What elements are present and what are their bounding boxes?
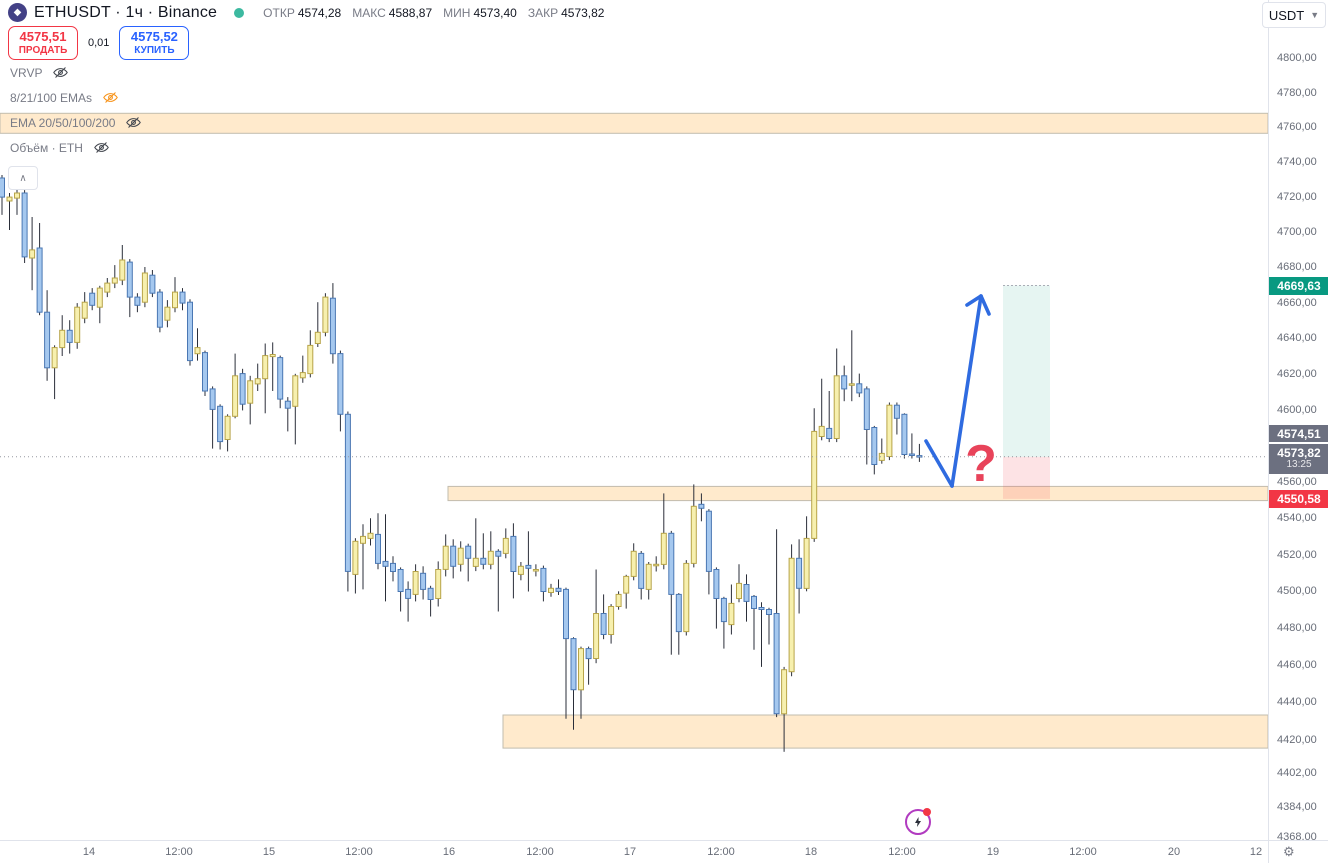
trade-buttons: 4575,51 ПРОДАТЬ 0,01 4575,52 КУПИТЬ (8, 26, 190, 60)
legend-label: EMA 20/50/100/200 (10, 115, 116, 130)
high-label: МАКС (352, 5, 386, 20)
chart-area[interactable]: ? ◆ ETHUSDT · 1ч · Binance ОТКР 4574,28 М… (0, 0, 1268, 840)
legend-row-4[interactable]: Объём · ETH (10, 135, 142, 160)
legend-row-2[interactable]: 8/21/100 EMAs (10, 85, 142, 110)
price-badge-stop: 4550,58 (1269, 490, 1328, 508)
long-position-tool[interactable] (1003, 285, 1050, 499)
open-value: 4574,28 (297, 5, 342, 20)
axis-settings-gear-icon[interactable]: ⚙ (1283, 844, 1295, 859)
time-tick: 12:00 (526, 846, 554, 858)
time-tick: 12 (1249, 846, 1263, 858)
legend-collapse-button[interactable]: ∧ (8, 166, 38, 190)
chevron-down-icon: ▼ (1310, 10, 1320, 20)
price-axis[interactable]: 4800,00 4780,00 4760,00 4740,00 4720,00 4700,… (1268, 0, 1328, 840)
demand-zone[interactable] (502, 714, 1268, 749)
buy-button[interactable]: 4575,52 КУПИТЬ (119, 26, 190, 60)
price-tick: 4480,00 (1277, 622, 1317, 634)
price-tick: 4440,00 (1277, 696, 1317, 708)
time-tick: 12:00 (1069, 846, 1097, 858)
legend-row-3[interactable]: EMA 20/50/100/200 (10, 110, 142, 135)
price-tick: 4420,00 (1277, 734, 1317, 746)
price-tick: 4760,00 (1277, 121, 1317, 133)
price-tick: 4520,00 (1277, 549, 1317, 561)
time-tick: 12:00 (345, 846, 373, 858)
currency-selector[interactable]: USDT ▼ (1262, 2, 1326, 28)
price-tick: 4384,00 (1277, 801, 1317, 813)
indicator-legend: VRVP 8/21/100 EMAs EMA 20/50/100/200 Объём … (10, 60, 142, 160)
sell-price: 4575,51 (19, 28, 67, 44)
price-tick: 4720,00 (1277, 191, 1317, 203)
eye-off-icon[interactable] (93, 139, 110, 156)
buy-price: 4575,52 (130, 28, 178, 44)
price-badge-bid: 4574,51 (1269, 425, 1328, 442)
candlestick-chart[interactable]: ? (0, 0, 1268, 840)
legend-label: VRVP (10, 65, 43, 80)
low-value: 4573,40 (473, 5, 517, 20)
price-tick: 4402,00 (1277, 767, 1317, 779)
flash-alert-button[interactable] (905, 808, 931, 835)
time-tick: 12:00 (707, 846, 735, 858)
price-badge-target: 4669,63 (1269, 277, 1328, 295)
sell-button[interactable]: 4575,51 ПРОДАТЬ (8, 26, 78, 60)
symbol-header: ◆ ETHUSDT · 1ч · Binance ОТКР 4574,28 МАК… (8, 3, 615, 22)
time-tick: 20 (1167, 846, 1181, 858)
buy-label: КУПИТЬ (134, 44, 175, 56)
lightning-icon (915, 817, 921, 827)
price-tick: 4700,00 (1277, 226, 1317, 238)
time-tick: 15 (262, 846, 276, 858)
price-tick: 4500,00 (1277, 585, 1317, 597)
market-open-dot-icon[interactable] (234, 7, 245, 18)
ohlc-row: ОТКР 4574,28 МАКС 4588,87 МИН 4573,40 ЗАКР 4… (263, 6, 615, 20)
price-tick: 4780,00 (1277, 87, 1317, 99)
low-label: МИН (443, 5, 471, 20)
time-tick: 14 (82, 846, 96, 858)
question-mark-annotation[interactable]: ? (965, 435, 997, 493)
legend-label: Объём · ETH (10, 140, 83, 155)
sell-label: ПРОДАТЬ (18, 44, 68, 56)
eye-off-icon[interactable] (102, 89, 119, 106)
price-tick: 4800,00 (1277, 52, 1317, 64)
supply-band-top[interactable] (0, 112, 1268, 134)
price-tick: 4620,00 (1277, 368, 1317, 380)
spread-value: 0,01 (88, 37, 110, 49)
time-tick: 12:00 (888, 846, 916, 858)
price-tick: 4368.00 (1277, 831, 1317, 840)
trend-arrow[interactable] (924, 294, 991, 488)
price-tick: 4740,00 (1277, 156, 1317, 168)
close-value: 4573,82 (561, 5, 605, 20)
price-tick: 4640,00 (1277, 332, 1317, 344)
price-tick: 4560,00 (1277, 476, 1317, 488)
axis-corner: ⚙ (1268, 840, 1328, 863)
legend-row-1[interactable]: VRVP (10, 60, 142, 85)
price-tick: 4660,00 (1277, 297, 1317, 309)
legend-label: 8/21/100 EMAs (10, 90, 93, 105)
price-tick: 4540,00 (1277, 512, 1317, 524)
price-tick: 4460,00 (1277, 659, 1317, 671)
currency-label: USDT (1268, 7, 1305, 23)
time-tick: 17 (623, 846, 637, 858)
eth-logo-icon: ◆ (8, 3, 27, 22)
notification-dot-icon (923, 808, 931, 816)
close-label: ЗАКР (527, 5, 559, 20)
candles (0, 175, 923, 752)
eye-off-icon[interactable] (125, 114, 142, 131)
time-tick: 12:00 (165, 846, 193, 858)
price-tick: 4680,00 (1277, 261, 1317, 273)
resistance-zone[interactable] (447, 485, 1268, 502)
price-badge-last: 4573,82 13:25 (1269, 444, 1328, 474)
high-value: 4588,87 (388, 5, 433, 20)
time-tick: 19 (986, 846, 1000, 858)
time-axis[interactable]: 14 12:00 15 12:00 16 12:00 17 12:00 18 12:00 19 12:… (0, 840, 1268, 863)
eye-off-icon[interactable] (52, 64, 69, 81)
time-tick: 16 (442, 846, 456, 858)
time-tick: 18 (804, 846, 818, 858)
symbol-title[interactable]: ETHUSDT · 1ч · Binance (34, 3, 218, 21)
open-label: ОТКР (263, 5, 295, 20)
price-tick: 4600,00 (1277, 404, 1317, 416)
